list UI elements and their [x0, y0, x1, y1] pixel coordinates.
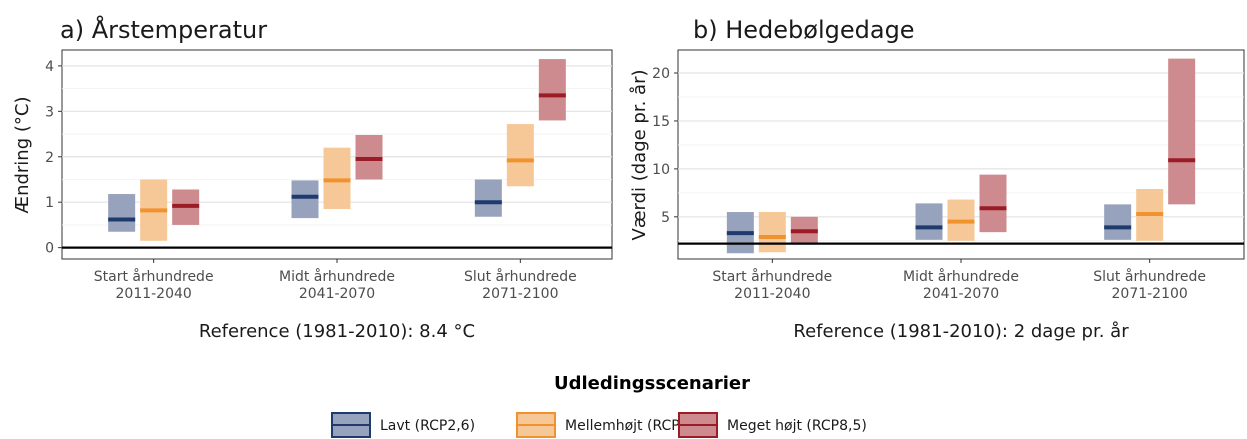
range-box [323, 147, 351, 210]
legend: Udledingsscenarier Lavt (RCP2,6) Mellemhø… [331, 373, 867, 438]
x-tick-label: 2041-2070 [299, 286, 375, 302]
x-tick-label: 2071-2100 [482, 286, 558, 302]
series-marks [62, 59, 612, 249]
x-tick-label: 2071-2100 [1112, 286, 1188, 302]
range-box [758, 212, 786, 253]
y-tick-label: 2 [45, 150, 54, 166]
x-tick-label: 2011-2040 [734, 286, 810, 302]
y-tick-label: 1 [45, 195, 54, 211]
range-box [1168, 58, 1196, 205]
y-tick-label: 0 [45, 241, 54, 257]
legend-title: Udledingsscenarier [554, 373, 750, 394]
y-axis-label: Ændring (°C) [12, 97, 33, 214]
range-box [474, 179, 502, 217]
series-marks [678, 58, 1244, 254]
panel-hedebolgedage: b) Hedebølgedage 5 10 15 20 Start århundred… [629, 16, 1245, 342]
range-box [1104, 204, 1132, 240]
y-tick-label: 4 [45, 59, 54, 75]
range-box [979, 174, 1007, 233]
x-axis-label: Reference (1981-2010): 8.4 °C [199, 321, 475, 342]
x-axis-label: Reference (1981-2010): 2 dage pr. år [793, 321, 1129, 342]
legend-label: Lavt (RCP2,6) [380, 418, 475, 434]
legend-item: Lavt (RCP2,6) [331, 412, 475, 438]
x-tick-label: Slut århundrede [1093, 268, 1206, 285]
x-tick-label: 2041-2070 [923, 286, 999, 302]
x-tick-label: Start århundrede [94, 268, 214, 285]
x-tick-label: Midt århundrede [279, 268, 395, 285]
y-tick-label: 10 [652, 162, 670, 178]
y-tick-label: 5 [661, 210, 670, 226]
range-box [538, 59, 566, 121]
x-tick-label: Midt århundrede [903, 268, 1019, 285]
y-tick-labels: 5 10 15 20 [652, 66, 678, 226]
y-axis-label: Værdi (dage pr. år) [629, 70, 650, 241]
panel-title: b) Hedebølgedage [693, 16, 915, 44]
range-box [108, 194, 136, 232]
legend-item: Meget højt (RCP8,5) [678, 412, 867, 438]
x-tick-label: Slut århundrede [464, 268, 577, 285]
legend-label: Mellemhøjt (RCP4,5) [565, 418, 707, 434]
y-tick-label: 20 [652, 66, 670, 82]
x-tick-label: 2011-2040 [116, 286, 192, 302]
legend-items: Lavt (RCP2,6) Mellemhøjt (RCP4,5) Meget hø… [331, 412, 867, 438]
y-tick-labels: 0 1 2 3 4 [45, 59, 62, 257]
legend-item: Mellemhøjt (RCP4,5) [516, 412, 707, 438]
y-tick-label: 15 [652, 114, 670, 130]
range-box [915, 203, 943, 240]
y-tick-label: 3 [45, 104, 54, 120]
legend-label: Meget højt (RCP8,5) [727, 418, 867, 434]
range-box [291, 180, 319, 219]
panel-title: a) Årstemperatur [60, 15, 267, 44]
range-box [506, 124, 534, 187]
x-tick-label: Start århundrede [712, 268, 832, 285]
